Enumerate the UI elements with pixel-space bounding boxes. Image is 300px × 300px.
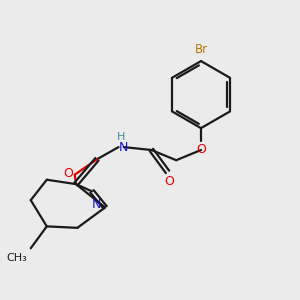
Text: H: H <box>117 132 126 142</box>
Text: O: O <box>164 176 174 188</box>
Text: N: N <box>119 141 128 154</box>
Text: O: O <box>196 143 206 156</box>
Text: CH₃: CH₃ <box>7 253 27 262</box>
Text: O: O <box>63 167 73 180</box>
Text: Br: Br <box>194 43 208 56</box>
Text: N: N <box>92 198 101 211</box>
